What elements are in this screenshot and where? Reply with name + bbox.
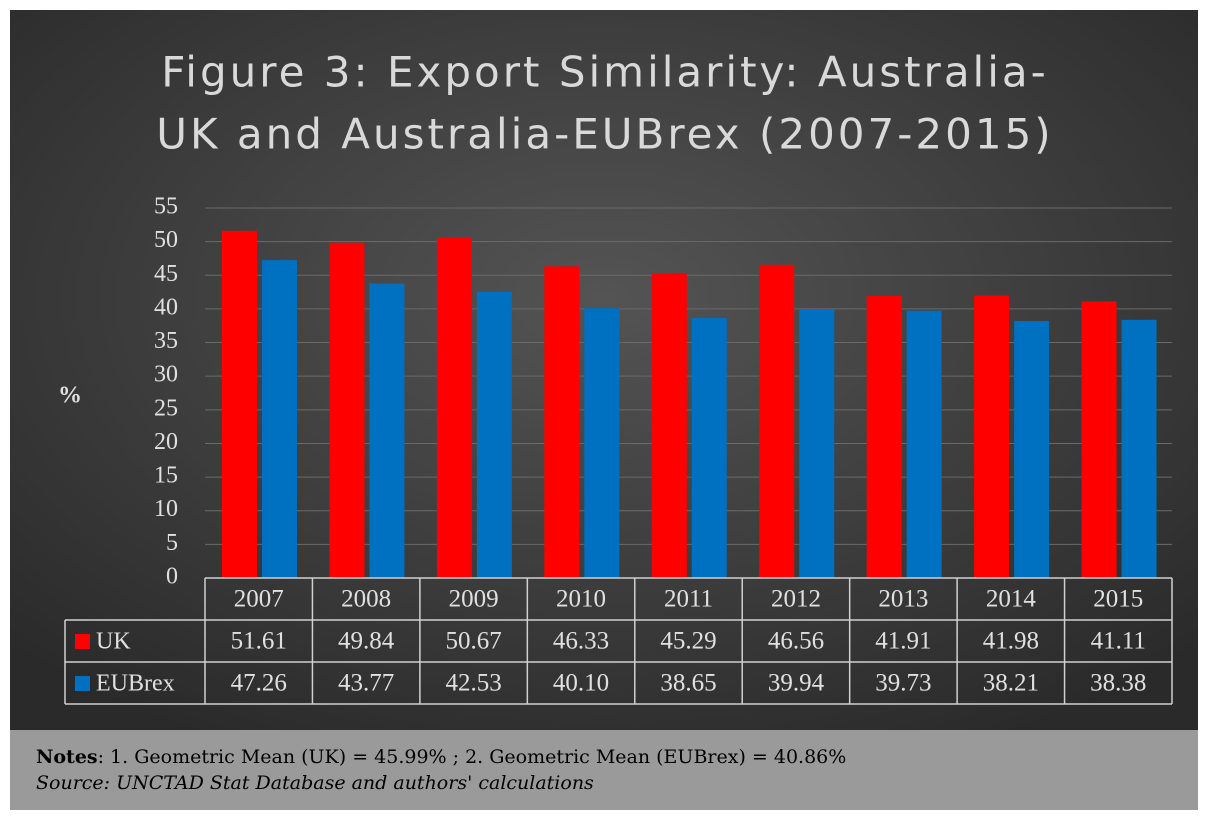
notes-text: : 1. Geometric Mean (UK) = 45.99% ; 2. G… [97,746,847,768]
bar [584,308,620,578]
notes-label: Notes [36,746,98,768]
y-tick-label: 40 [154,294,178,320]
legend-label: EUBrex [96,671,175,697]
table-value: 41.98 [983,628,1039,655]
table-value: 50.67 [445,628,501,655]
bar [906,310,942,578]
table-value: 39.73 [875,670,931,697]
bar [799,309,835,578]
table-value: 46.56 [768,628,824,655]
table-value: 45.29 [660,628,716,655]
bar [329,242,365,579]
y-tick-label: 10 [154,496,178,522]
bar [691,317,727,578]
bar [476,291,512,578]
bar [369,283,405,578]
x-tick-label: 2015 [1093,586,1143,613]
y-tick-label: 20 [154,429,178,455]
x-tick-label: 2013 [878,586,928,613]
legend-swatch [75,676,90,691]
source: Source: UNCTAD Stat Database and authors… [36,772,594,794]
bar [262,260,297,578]
y-tick-label: 50 [154,227,178,253]
y-tick-label: 55 [154,194,178,220]
x-tick-label: 2007 [234,586,284,613]
table-value: 51.61 [231,628,287,655]
chart: Figure 3: Export Similarity: Australia- … [10,10,1198,730]
table-value: 41.11 [1091,628,1146,655]
y-tick-label: 5 [166,530,178,556]
notes-line: Notes: 1. Geometric Mean (UK) = 45.99% ;… [36,744,1172,770]
table-value: 47.26 [231,670,287,697]
chart-title: Figure 3: Export Similarity: Australia- [161,48,1049,97]
x-tick-label: 2009 [449,586,499,613]
x-tick-label: 2008 [341,586,391,613]
table-value: 41.91 [875,628,931,655]
table-value: 43.77 [338,670,394,697]
x-tick-label: 2012 [771,586,821,613]
notes: Notes: 1. Geometric Mean (UK) = 45.99% ;… [10,730,1198,810]
chart-title: UK and Australia-EUBrex (2007-2015) [156,110,1053,159]
table-value: 38.21 [983,670,1039,697]
table-value: 38.65 [660,670,716,697]
legend-swatch [75,634,90,649]
bar [759,264,795,578]
y-tick-label: 35 [154,328,178,354]
y-tick-label: 25 [154,395,178,421]
table-value: 40.10 [553,670,609,697]
legend-label: UK [96,629,131,655]
x-tick-label: 2010 [556,586,606,613]
y-axis-label: % [58,383,82,409]
x-tick-label: 2011 [664,586,713,613]
x-tick-label: 2014 [986,586,1037,613]
bar [1081,301,1117,578]
bar [866,296,902,578]
table-value: 38.38 [1090,670,1146,697]
y-tick-label: 15 [154,463,178,489]
table-value: 42.53 [445,670,501,697]
bar [222,230,257,578]
table-value: 39.94 [768,670,825,697]
y-tick-label: 0 [166,564,178,590]
table-value: 46.33 [553,628,609,655]
bar [436,237,472,578]
bar [974,295,1010,578]
bar [1121,319,1157,578]
y-tick-label: 30 [154,362,178,388]
bar [544,266,580,578]
bar [651,273,687,578]
bar [1014,320,1050,578]
table-value: 49.84 [338,628,395,655]
y-tick-label: 45 [154,261,178,287]
